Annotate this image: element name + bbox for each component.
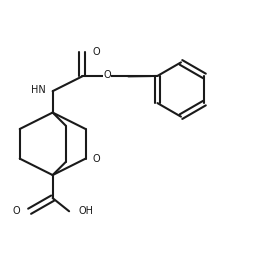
Text: O: O	[92, 154, 99, 164]
Text: HN: HN	[31, 85, 46, 94]
Text: O: O	[92, 47, 99, 57]
Text: O: O	[103, 70, 110, 80]
Text: OH: OH	[79, 206, 94, 216]
Text: O: O	[12, 206, 20, 216]
